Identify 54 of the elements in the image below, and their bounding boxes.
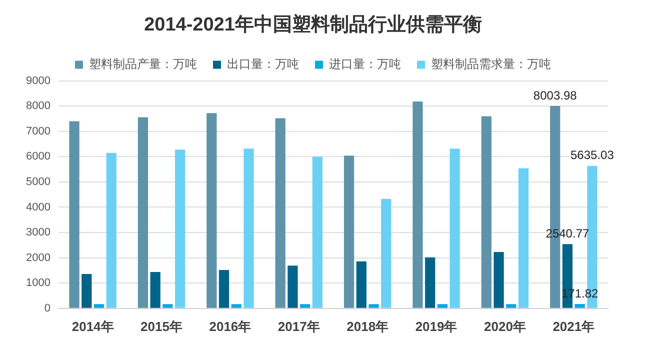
data-label: 8003.98 — [533, 88, 578, 102]
bar — [69, 121, 80, 308]
legend-label: 进口量：万吨 — [329, 57, 401, 72]
bar — [481, 116, 492, 308]
y-tick-label: 3000 — [26, 226, 50, 239]
bar — [94, 304, 104, 308]
y-tick-label: 6000 — [26, 150, 50, 163]
bar — [437, 304, 448, 308]
bar — [174, 150, 186, 308]
x-tick-label: 2015年 — [140, 318, 182, 334]
bar — [206, 113, 217, 308]
x-tick-label: 2019年 — [415, 318, 458, 334]
legend-label: 塑料制品需求量：万吨 — [431, 57, 551, 72]
x-tick-label: 2016年 — [209, 318, 252, 334]
y-tick-label: 1000 — [26, 277, 50, 290]
y-tick-label: 5000 — [26, 176, 50, 188]
bar — [231, 304, 242, 308]
bar — [150, 272, 160, 308]
y-tick-label: 0 — [44, 302, 50, 314]
bar — [412, 102, 423, 308]
bar — [450, 148, 460, 308]
bar — [518, 168, 529, 308]
bar — [425, 257, 436, 308]
x-tick-label: 2017年 — [278, 318, 320, 334]
bar — [356, 261, 366, 308]
bar — [162, 304, 173, 308]
x-tick-label: 2018年 — [346, 318, 389, 334]
bar — [494, 252, 504, 308]
y-tick-label: 2000 — [26, 252, 50, 264]
bar — [275, 118, 286, 308]
x-tick-label: 2020年 — [484, 318, 526, 334]
bar — [312, 156, 323, 308]
bar — [106, 152, 116, 308]
y-tick-label: 8000 — [26, 100, 50, 112]
bar — [344, 156, 354, 308]
bar — [381, 198, 392, 308]
chart-title: 2014-2021年中国塑料制品行业供需平衡 — [144, 14, 482, 36]
x-tick-label: 2014年 — [72, 318, 114, 334]
legend-label: 塑料制品产量：万吨 — [89, 57, 197, 72]
bar — [138, 117, 148, 308]
bar — [506, 304, 516, 308]
bar — [82, 274, 92, 308]
bar — [288, 266, 298, 308]
bar — [218, 270, 230, 308]
legend-label: 出口量：万吨 — [227, 57, 299, 72]
bar — [300, 304, 310, 308]
x-tick-label: 2021年 — [552, 318, 595, 334]
y-tick-label: 7000 — [26, 125, 50, 138]
y-tick-label: 9000 — [26, 74, 50, 87]
bar — [244, 148, 254, 308]
y-tick-label: 4000 — [26, 201, 50, 214]
bar — [368, 304, 379, 308]
bar — [574, 304, 585, 308]
data-label: 5635.03 — [570, 148, 614, 162]
